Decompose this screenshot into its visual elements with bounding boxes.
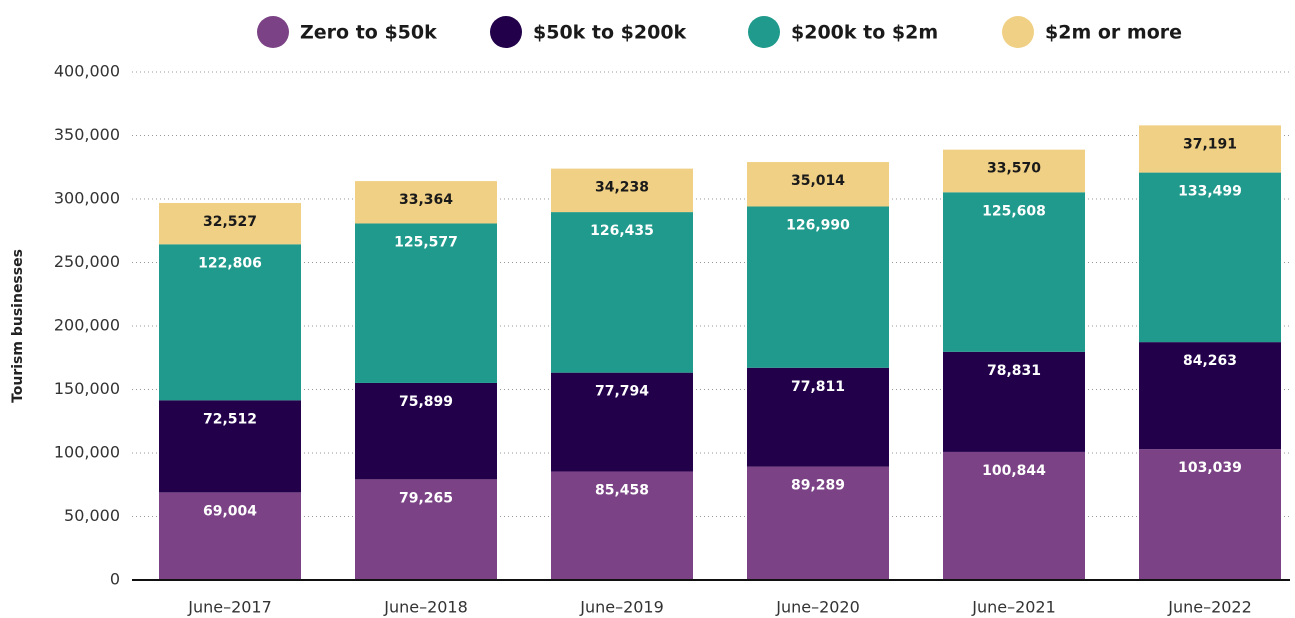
bar-segment [747,206,889,368]
bar-segment [159,400,301,493]
data-label: 33,364 [399,192,453,208]
y-tick-label: 100,000 [54,443,120,462]
data-label: 69,004 [203,503,257,519]
data-label: 122,806 [198,255,262,271]
bar-segment [1139,449,1281,580]
bar-segment [355,223,497,383]
data-label: 33,570 [987,161,1041,177]
data-label: 85,458 [595,482,649,498]
bar-segment [355,181,497,224]
data-label: 79,265 [399,490,453,506]
data-label: 125,577 [394,234,458,250]
legend-swatch [490,16,522,48]
x-tick-label: June–2017 [187,598,272,617]
legend-swatch [1002,16,1034,48]
bar-segment [943,451,1085,580]
bar-segment [943,192,1085,352]
x-tick-label: June–2022 [1167,598,1252,617]
y-tick-label: 150,000 [54,379,120,398]
data-label: 84,263 [1183,353,1237,369]
y-tick-label: 250,000 [54,252,120,271]
bar-segment [159,492,301,580]
y-tick-label: 0 [110,570,120,589]
data-label: 100,844 [982,463,1046,479]
bar-segment [551,168,693,213]
data-label: 77,794 [595,384,649,400]
x-tick-label: June–2018 [383,598,468,617]
x-tick-label: June–2019 [579,598,664,617]
data-label: 77,811 [791,379,845,395]
data-label: 133,499 [1178,184,1242,200]
legend-label: $50k to $200k [533,22,687,44]
data-label: 126,990 [786,218,850,234]
data-label: 125,608 [982,203,1046,219]
data-label: 37,191 [1183,136,1237,152]
bar-segment [943,351,1085,452]
data-label: 103,039 [1178,460,1242,476]
data-label: 35,014 [791,173,845,189]
y-tick-label: 400,000 [54,62,120,81]
bar-segment [747,367,889,467]
x-tick-label: June–2020 [775,598,860,617]
bar-segment [551,372,693,472]
bar-segment [159,244,301,401]
bar-segment [551,471,693,580]
data-label: 75,899 [399,394,453,410]
y-tick-label: 200,000 [54,316,120,335]
data-label: 32,527 [203,214,257,230]
legend-swatch [748,16,780,48]
y-axis-label: Tourism businesses [10,249,26,403]
y-tick-label: 50,000 [64,506,120,525]
legend-swatch [257,16,289,48]
bar-segment [747,466,889,580]
bar-segment [551,212,693,373]
x-tick-label: June–2021 [971,598,1056,617]
data-label: 72,512 [203,411,257,427]
bar-segment [1139,125,1281,173]
data-label: 89,289 [791,478,845,494]
bar-segment [747,162,889,207]
legend-label: $2m or more [1045,22,1182,44]
data-label: 126,435 [590,223,654,239]
y-tick-label: 350,000 [54,125,120,144]
bar-segment [355,382,497,480]
bar-segment [355,479,497,580]
data-label: 34,238 [595,180,649,196]
legend-label: $200k to $2m [791,22,938,44]
bar-segment [943,149,1085,193]
bar-segment [1139,172,1281,343]
data-label: 78,831 [987,363,1041,379]
y-tick-label: 300,000 [54,189,120,208]
legend-label: Zero to $50k [300,22,437,44]
bar-segment [1139,342,1281,450]
bar-segment [159,203,301,245]
